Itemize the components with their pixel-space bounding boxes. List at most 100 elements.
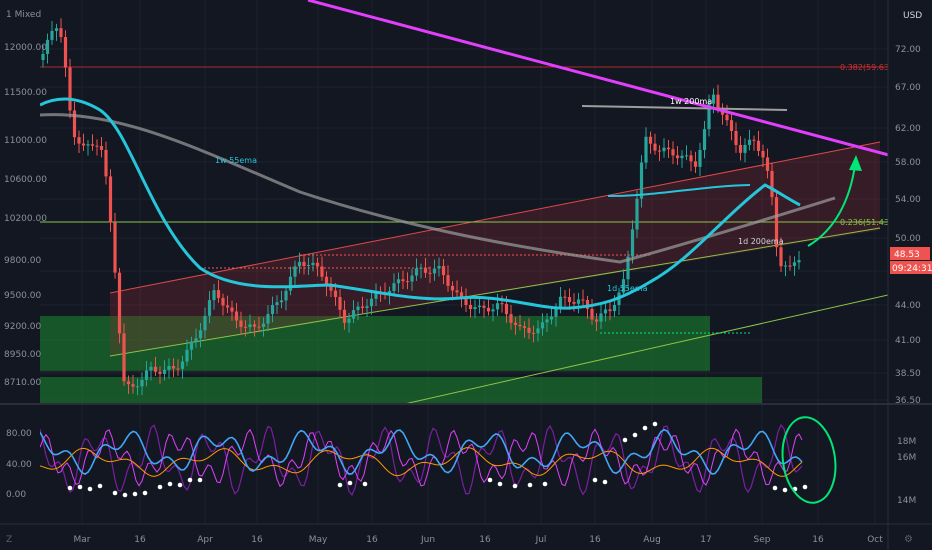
candle-body (518, 324, 522, 327)
candle-body (333, 290, 338, 298)
time-tick-label: 16 (251, 535, 263, 545)
right-tick-label: 62.00 (895, 124, 921, 134)
countdown-tag: 09:24:31 (892, 264, 932, 274)
countdown-tag-bg (890, 261, 932, 274)
osc-left-tick-label: 0.00 (6, 490, 26, 500)
candle-body (257, 326, 261, 328)
time-tick-label: Jun (420, 535, 435, 545)
candle-body (410, 275, 414, 282)
candle-body (414, 268, 419, 276)
candle-body (50, 30, 54, 40)
oscillator-dot (362, 481, 368, 487)
zoom-icon[interactable]: Z (6, 535, 12, 545)
right-tick-label: 44.00 (895, 301, 921, 311)
candle-body (369, 298, 374, 307)
oscillator-dot (642, 425, 648, 431)
candle-body (203, 315, 207, 331)
candle-body (189, 341, 194, 350)
candle-body (365, 306, 369, 308)
candle-body (680, 155, 684, 159)
candle-body (599, 313, 603, 322)
support-line-lower (406, 294, 888, 403)
candle-body (135, 386, 140, 388)
candle-body (387, 290, 392, 295)
candle-body (603, 309, 608, 314)
candle-body (549, 316, 554, 320)
candle-body (630, 229, 635, 257)
oscillator-dot (632, 432, 638, 438)
candle-body (527, 327, 531, 333)
candle-body (761, 150, 765, 158)
left-tick-label: 12000.00 (4, 43, 47, 53)
candle-body (351, 310, 356, 319)
candle-body (392, 283, 396, 291)
osc-right-tick-label: 14M (897, 496, 916, 506)
candle-body (338, 297, 342, 310)
candle-body (464, 297, 468, 305)
oscillator-dot (67, 485, 73, 491)
candle-body (225, 305, 230, 308)
candle-body (738, 144, 743, 153)
oscillator-dot (77, 484, 83, 490)
candle-body (540, 322, 545, 329)
time-tick-label: Oct (867, 535, 883, 545)
candle-body (167, 366, 171, 370)
candle-body (702, 129, 707, 150)
candle-body (482, 305, 486, 308)
candle-body (437, 266, 441, 269)
candle-body (756, 140, 761, 151)
candle-body (279, 300, 284, 303)
candle-body (234, 311, 239, 321)
oscillator-dot (542, 481, 548, 487)
candle-body (284, 290, 288, 301)
candle-body (684, 155, 689, 157)
oscillator-dot (87, 486, 93, 492)
oscillator-dot (602, 479, 608, 485)
candle-body (477, 305, 482, 308)
ma-1w-200-flat (581, 105, 788, 111)
mode-label[interactable]: 1 Mixed (6, 10, 41, 20)
candle-body (180, 361, 185, 369)
time-tick-label: 17 (700, 535, 711, 545)
candle-body (783, 265, 788, 267)
oscillator-dot (497, 481, 503, 487)
candle-body (513, 322, 518, 325)
settings-icon[interactable]: ⚙ (904, 534, 913, 545)
candle-body (275, 302, 279, 306)
right-tick-label: 41.00 (895, 336, 921, 346)
time-tick-label: Jul (535, 535, 547, 545)
right-tick-label: 72.00 (895, 45, 921, 55)
candle-body (297, 261, 302, 267)
price-pane: 1w 55ema 1w 200ma 1d 200ema 1d 55ema 0.3… (40, 0, 888, 403)
right-tick-label: 67.00 (895, 83, 921, 93)
oscillator-dot (132, 491, 138, 497)
oscillator-dot (782, 487, 788, 493)
candle-body (113, 222, 117, 273)
candle-body (644, 136, 648, 163)
candle-body (473, 307, 477, 310)
currency-label[interactable]: USD (903, 11, 922, 21)
left-tick-label: 9200.00 (4, 322, 41, 332)
candle-body (216, 290, 221, 298)
candle-body (666, 147, 671, 150)
oscillator-dot (167, 481, 173, 487)
candle-body (770, 170, 774, 198)
candle-body (792, 262, 797, 267)
candle-body (707, 103, 711, 130)
demand-zone-upper (40, 316, 710, 371)
candle-body (302, 261, 306, 266)
left-tick-label: 10200.00 (4, 214, 47, 224)
oscillator-dot (337, 482, 343, 488)
oscillator-dot (97, 483, 103, 489)
oscillator-series (40, 423, 803, 497)
oscillator-dot (142, 490, 148, 496)
candle-body (446, 275, 450, 286)
candle-body (608, 309, 612, 312)
candle-body (315, 262, 320, 267)
time-axis: Mar 16 Apr 16 May 16 Jun 16 Jul 16 Aug 17 Sep 16 Oct (74, 535, 884, 545)
candle-body (585, 300, 590, 309)
candle-body (108, 176, 113, 223)
time-tick-label: 16 (589, 535, 601, 545)
candle-body (59, 28, 63, 38)
